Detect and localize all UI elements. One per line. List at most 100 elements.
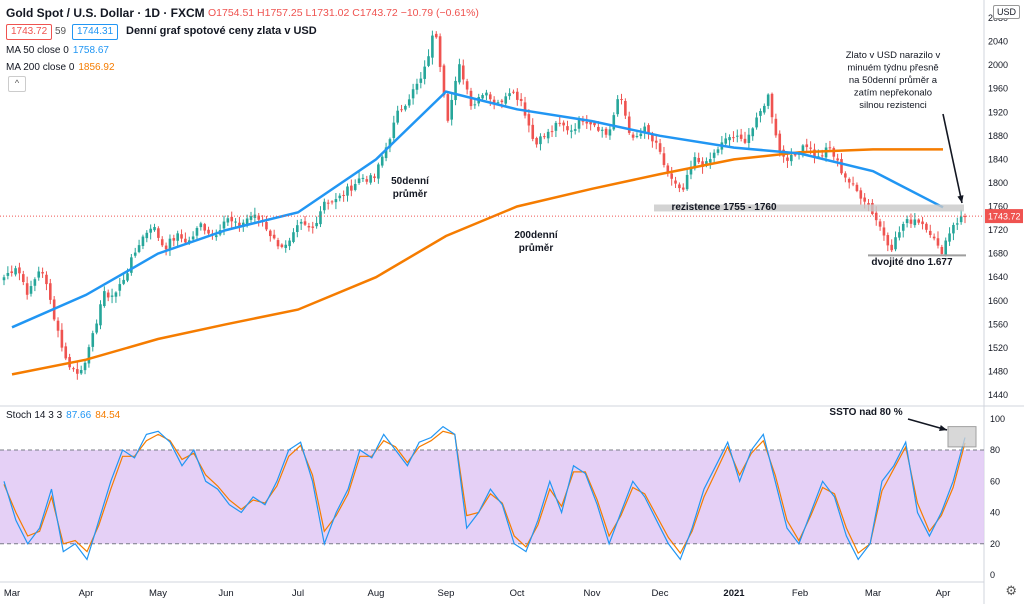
candle-body: [419, 78, 423, 83]
candle-body: [851, 183, 855, 185]
candle-body: [18, 267, 21, 274]
ask-price-button[interactable]: 1744.31: [72, 24, 119, 40]
candle-body: [458, 64, 461, 83]
candle-body: [793, 153, 797, 156]
candle-body: [407, 99, 411, 106]
candle-body: [948, 233, 951, 242]
candle-body: [296, 225, 299, 233]
candle-body: [763, 105, 766, 113]
candle-body: [523, 102, 527, 116]
time-tick-label: Jul: [292, 588, 304, 599]
ssto-annotation: SSTO nad 80 %: [829, 407, 902, 418]
gear-icon[interactable]: ⚙: [1005, 583, 1017, 598]
candle-body: [666, 165, 670, 174]
candle-body: [168, 238, 172, 250]
price-tick-label: 1760: [988, 202, 1008, 212]
candle-body: [952, 224, 955, 234]
candle-body: [832, 148, 836, 157]
candle-body: [392, 122, 396, 138]
candle-body: [890, 244, 893, 251]
candle-body: [905, 219, 909, 224]
candle-body: [759, 111, 762, 116]
candle-body: [473, 104, 477, 106]
ma200-line: [11, 148, 943, 376]
currency-label[interactable]: USD: [992, 5, 1020, 19]
candle-body: [315, 222, 318, 227]
ma50-legend[interactable]: MA 50 close 0 1758.67: [6, 45, 109, 56]
stoch-k-line: [3, 425, 966, 561]
candle-body: [739, 134, 743, 139]
bid-price-button[interactable]: 1743.72: [6, 24, 53, 40]
candle-body: [627, 116, 631, 133]
candle-body: [292, 232, 295, 242]
candle-body: [330, 201, 334, 203]
ohlc-open: O1754.51: [208, 7, 255, 19]
candle-body: [840, 159, 843, 174]
candle-body: [531, 124, 535, 139]
candle-body: [2, 277, 6, 281]
candle-body: [766, 94, 770, 106]
candle-body: [770, 93, 774, 118]
stoch-legend[interactable]: Stoch 14 3 3 87.66 84.54: [6, 410, 120, 421]
candle-body: [269, 230, 272, 237]
candle-body: [226, 218, 230, 223]
candle-body: [130, 257, 133, 273]
time-tick-label: Dec: [652, 588, 669, 599]
candle-body: [377, 164, 380, 179]
candle-body: [311, 226, 315, 228]
candle-body: [735, 135, 739, 137]
stoch-k-value: 87.66: [66, 410, 92, 421]
candle-body: [6, 272, 10, 276]
candle-body: [925, 223, 928, 230]
candle-body: [859, 190, 863, 199]
price-tick-label: 1720: [988, 225, 1008, 235]
candle-body: [612, 115, 616, 130]
candle-body: [651, 133, 654, 142]
candle-body: [955, 223, 959, 225]
candle-body: [573, 129, 577, 131]
ma200-legend[interactable]: MA 200 close 0 1856.92: [6, 62, 115, 73]
candle-body: [122, 279, 125, 284]
candle-body: [238, 222, 241, 228]
candle-body: [500, 100, 504, 103]
candle-body: [577, 118, 581, 129]
ma200-annotation: 200denní: [514, 230, 559, 241]
stoch-tick-label: 20: [990, 539, 1000, 549]
ma200-legend-label: MA 200 close 0: [6, 62, 75, 73]
candle-body: [191, 236, 195, 240]
candle-body: [589, 121, 592, 125]
candle-body: [396, 110, 399, 123]
candle-body: [288, 240, 291, 247]
candle-body: [153, 227, 156, 231]
collapse-legend-chevron-icon[interactable]: ^: [8, 76, 26, 92]
comment-annotation: na 50denní průměr a: [849, 75, 938, 86]
candle-body: [230, 216, 234, 222]
candle-body: [299, 221, 303, 224]
candle-body: [728, 137, 731, 141]
price-tick-label: 1600: [988, 296, 1008, 306]
candle-body: [184, 238, 187, 243]
candle-body: [280, 244, 284, 248]
candle-body: [901, 224, 905, 231]
candle-body: [365, 179, 369, 182]
candle-body: [195, 227, 199, 236]
time-tick-label: May: [149, 588, 167, 599]
candle-body: [697, 157, 700, 163]
price-tick-label: 1880: [988, 131, 1008, 141]
ma200-legend-value: 1856.92: [78, 62, 115, 73]
candle-body: [353, 184, 357, 190]
last-price-tag: [985, 209, 1023, 224]
candle-body: [126, 273, 129, 281]
candle-body: [276, 240, 280, 247]
candle-body: [319, 211, 322, 225]
price-tick-label: 1560: [988, 319, 1008, 329]
candle-body: [415, 83, 419, 90]
candle-body: [454, 80, 457, 101]
candle-body: [604, 128, 608, 135]
candle-body: [180, 234, 183, 239]
candle-body: [512, 91, 515, 93]
candle-body: [438, 36, 442, 67]
candle-body: [369, 175, 372, 183]
